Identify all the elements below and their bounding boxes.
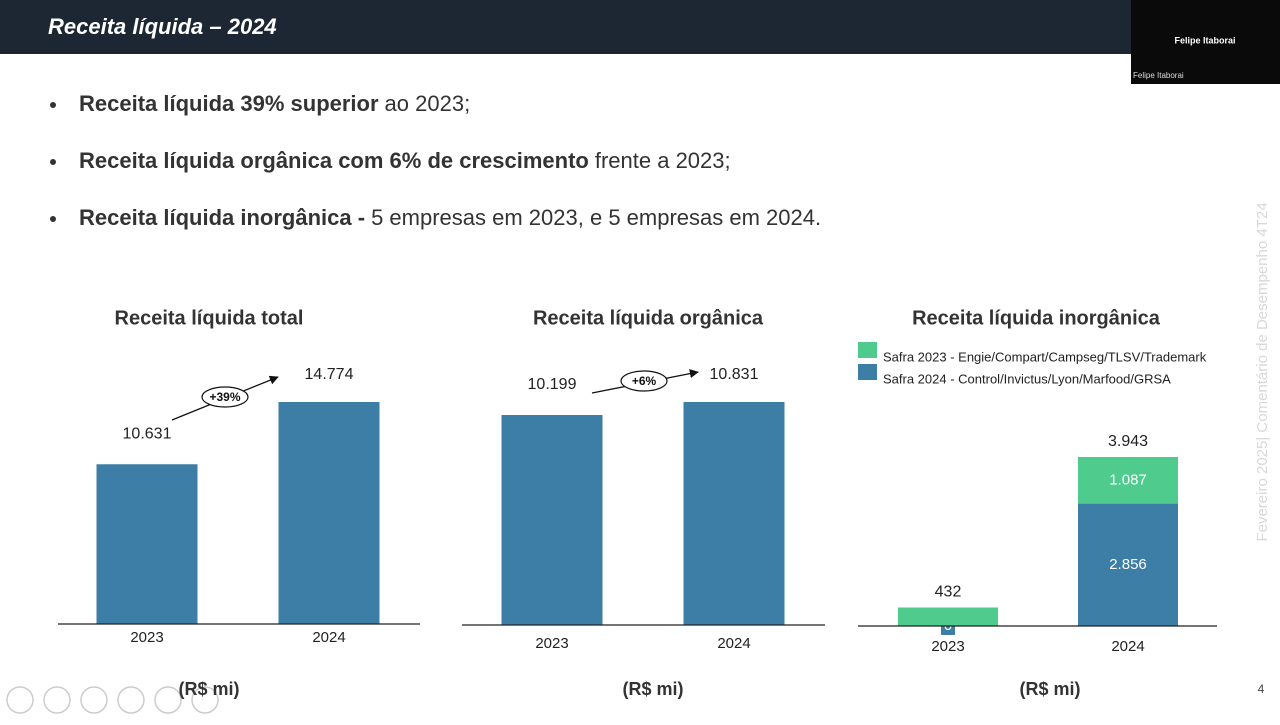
x-tick-label: 2024: [1111, 638, 1144, 655]
bullet-bold: Receita líquida inorgânica -: [79, 205, 365, 230]
bullets: Receita líquida 39% superior ao 2023;Rece…: [50, 91, 821, 230]
unit-label: (R$ mi): [1019, 679, 1080, 699]
legend-label: Safra 2023 - Engie/Compart/Campseg/TLSV/…: [883, 349, 1207, 364]
value-label: 10.631: [123, 425, 172, 442]
bullet-bold: Receita líquida 39% superior: [79, 91, 379, 116]
bullet: Receita líquida orgânica com 6% de cresc…: [79, 148, 731, 173]
unit-label: (R$ mi): [178, 679, 239, 699]
x-tick-label: 2023: [931, 638, 964, 655]
x-tick-label: 2023: [535, 635, 568, 652]
value-label: 10.831: [710, 366, 759, 383]
chart-title: Receita líquida inorgânica: [912, 307, 1161, 329]
bullet: Receita líquida 39% superior ao 2023;: [79, 91, 470, 116]
annotation-bubble: [620, 370, 668, 392]
bar: [96, 464, 198, 624]
x-tick-label: 2023: [130, 629, 163, 646]
x-tick-label: 2024: [312, 629, 345, 646]
bullet-dot: [50, 216, 56, 222]
bar-segment: [1078, 503, 1178, 626]
header-bar: [0, 0, 1280, 54]
video-tile: [1131, 0, 1280, 84]
bar: [501, 415, 603, 625]
bullet-text: ao 2023;: [385, 91, 471, 116]
segment-label: 1.087: [1109, 471, 1147, 488]
page-number: 4: [1258, 682, 1265, 696]
legend-swatch: [858, 342, 877, 358]
unit-label: (R$ mi): [622, 679, 683, 699]
slide-title: Receita líquida – 2024: [48, 14, 277, 39]
annotation: +6%: [632, 374, 657, 388]
annotation-bubble: [201, 386, 249, 408]
bar-segment: [1078, 457, 1178, 504]
side-text: Fevereiro 2025| Comentário de Desempenho…: [1254, 202, 1271, 541]
bar: [278, 402, 380, 624]
chart-title: Receita líquida orgânica: [533, 307, 764, 329]
charts: 10.631 14.774 +39% Receita líquida total 202…: [58, 307, 1217, 699]
segment-label: 2.856: [1109, 556, 1147, 573]
annotation: +39%: [209, 390, 240, 404]
bar-segment: [898, 607, 998, 626]
x-tick-label: 2024: [717, 635, 750, 652]
total-label: 432: [935, 584, 962, 601]
bullet-dot: [50, 102, 56, 108]
legend-label: Safra 2024 - Control/Invictus/Lyon/Marfo…: [883, 371, 1171, 386]
bullet-text: 5 empresas em 2023, e 5 empresas em 2024…: [371, 205, 821, 230]
bullet: Receita líquida inorgânica -5 empresas e…: [79, 205, 821, 230]
chart-title: Receita líquida total: [115, 307, 304, 329]
legend-swatch: [858, 364, 877, 380]
value-label: 14.774: [305, 366, 354, 383]
toolbar[interactable]: [6, 686, 219, 714]
total-label: 3.943: [1108, 433, 1148, 450]
value-label: 10.199: [528, 376, 577, 393]
bullet-text: frente a 2023;: [595, 148, 731, 173]
bar: [683, 402, 785, 625]
video-name: Felipe Itaborai: [1174, 35, 1235, 45]
bullet-dot: [50, 159, 56, 165]
video-caption: Felipe Itaborai: [1133, 71, 1184, 80]
bullet-bold: Receita líquida orgânica com 6% de cresc…: [79, 148, 589, 173]
